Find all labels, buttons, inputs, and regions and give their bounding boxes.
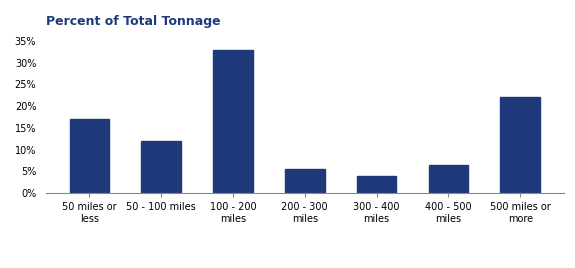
Bar (428, 165, 468, 193)
Bar (357, 176, 396, 193)
Bar (500, 97, 540, 193)
Text: Percent of Total Tonnage: Percent of Total Tonnage (46, 15, 221, 28)
Bar (285, 169, 324, 193)
Bar (141, 141, 181, 193)
Bar (213, 50, 252, 193)
Bar (70, 119, 109, 193)
